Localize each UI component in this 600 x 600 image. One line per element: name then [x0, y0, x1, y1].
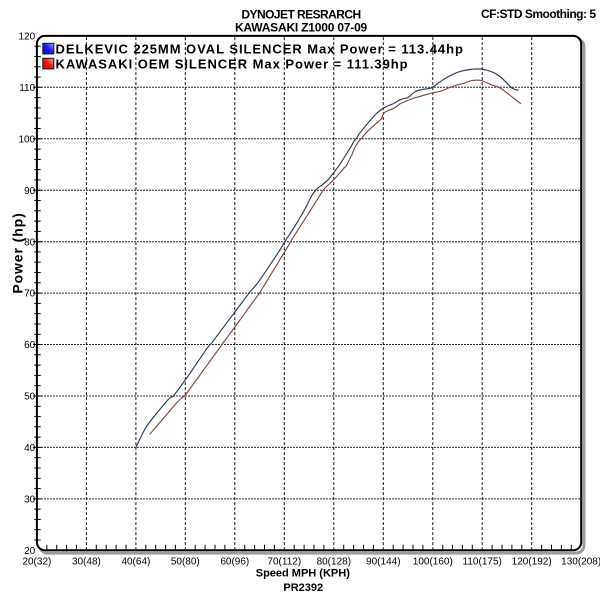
svg-text:Power (hp): Power (hp) [9, 212, 25, 293]
svg-text:110(175): 110(175) [463, 557, 502, 568]
svg-text:90(144): 90(144) [366, 557, 400, 568]
svg-text:20(32): 20(32) [22, 557, 51, 568]
svg-text:60(96): 60(96) [220, 557, 249, 568]
svg-text:70(112): 70(112) [267, 557, 301, 568]
svg-text:KAWASAKI Z1000 07-09: KAWASAKI Z1000 07-09 [235, 20, 368, 34]
svg-text:60: 60 [24, 340, 36, 351]
svg-text:100(160): 100(160) [413, 557, 453, 568]
svg-text:30: 30 [24, 495, 36, 506]
svg-text:CF:STD Smoothing: 5: CF:STD Smoothing: 5 [481, 7, 596, 21]
svg-text:PR2392: PR2392 [283, 582, 323, 594]
svg-text:30(48): 30(48) [72, 557, 101, 568]
svg-text:KAWASAKI OEM SILENCER Max Powe: KAWASAKI OEM SILENCER Max Power = 111.39… [56, 57, 409, 72]
svg-text:130(208): 130(208) [561, 557, 600, 568]
svg-text:100: 100 [19, 134, 36, 145]
svg-text:90: 90 [24, 186, 36, 197]
svg-text:110: 110 [19, 83, 35, 94]
svg-text:120: 120 [19, 32, 36, 43]
svg-text:20: 20 [24, 546, 36, 557]
svg-text:80(128): 80(128) [317, 557, 351, 568]
svg-text:DELKEVIC 225MM OVAL SILENCER M: DELKEVIC 225MM OVAL SILENCER Max Power =… [56, 41, 464, 56]
svg-text:40(64): 40(64) [121, 557, 150, 568]
svg-text:70: 70 [24, 289, 36, 300]
svg-text:DYNOJET RESRARCH: DYNOJET RESRARCH [241, 7, 360, 21]
svg-text:50(80): 50(80) [171, 557, 200, 568]
svg-text:50: 50 [24, 392, 36, 403]
svg-text:40: 40 [24, 443, 36, 454]
svg-text:120(192): 120(192) [512, 557, 552, 568]
svg-text:80: 80 [24, 237, 36, 248]
svg-text:Speed MPH (KPH): Speed MPH (KPH) [256, 568, 350, 580]
